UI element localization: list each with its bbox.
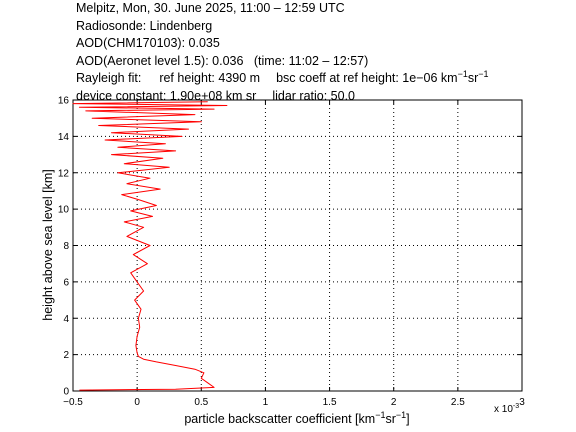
device-line: device constant: 1.90e+08 km sr lidar rat… — [76, 88, 489, 106]
x-axis-label: particle backscatter coefficient [km−1sr… — [184, 410, 409, 426]
y-tick-label: 8 — [63, 241, 69, 252]
x-tick-label: −0.5 — [63, 397, 83, 408]
x-tick-label: 1.5 — [323, 397, 337, 408]
rayleigh-fit-line: Rayleigh fit: ref height: 4390 m bsc coeff… — [76, 70, 489, 88]
y-tick-label: 0 — [63, 387, 69, 398]
bsc-coeff-prefix: bsc coeff at ref height: 1e−06 km — [276, 71, 458, 85]
ref-height: ref height: 4390 m — [159, 71, 261, 85]
y-tick-label: 14 — [58, 132, 70, 143]
x-multiplier-label: x 10-3 — [494, 403, 519, 415]
grid-lines — [73, 100, 522, 391]
aod-aeronet-info: AOD(Aeronet level 1.5): 0.036 (time: 11:… — [76, 53, 369, 68]
y-tick-label: 16 — [58, 96, 70, 107]
x-tick-label: 0 — [134, 397, 140, 408]
title-location-date: Melpitz, Mon, 30. June 2025, 11:00 – 12:… — [76, 1, 345, 15]
device-constant: device constant: 1.90e+08 km sr — [76, 88, 257, 103]
x-tick-label: 0.5 — [194, 397, 208, 408]
y-tick-label: 2 — [63, 350, 69, 361]
lidar-ratio: lidar ratio: 50.0 — [272, 88, 355, 103]
bsc-coeff-mid: sr — [467, 71, 479, 85]
x-tick-label: 1 — [263, 397, 269, 408]
x-tick-label: 2 — [391, 397, 397, 408]
x-tick-label: 3 — [519, 397, 525, 408]
y-tick-label: 10 — [58, 205, 70, 216]
backscatter-profile-line — [72, 101, 228, 391]
radiosonde-info: Radiosonde: Lindenberg — [76, 18, 213, 33]
y-tick-label: 4 — [63, 314, 69, 325]
y-axis-label: height above sea level [km] — [41, 169, 55, 320]
y-tick-label: 12 — [58, 168, 70, 179]
bsc-coeff-exp1: −1 — [457, 69, 468, 79]
bsc-coeff-exp2: −1 — [478, 69, 489, 79]
ticks — [72, 99, 523, 392]
plot-header: Melpitz, Mon, 30. June 2025, 11:00 – 12:… — [76, 0, 489, 105]
aod-chm-info: AOD(CHM170103): 0.035 — [76, 36, 220, 50]
x-tick-label: 2.5 — [451, 397, 465, 408]
rayleigh-label: Rayleigh fit: — [76, 71, 142, 85]
y-tick-label: 6 — [63, 277, 69, 288]
